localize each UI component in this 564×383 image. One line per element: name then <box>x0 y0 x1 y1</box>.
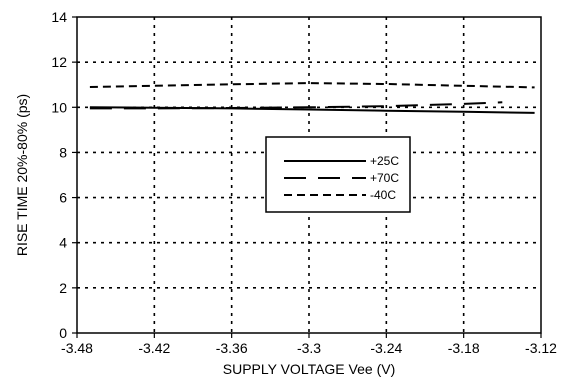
x-tick-label: -3.18 <box>448 340 480 356</box>
series-line-70c <box>89 101 503 110</box>
legend-box <box>265 136 411 213</box>
x-tick-label: -3.42 <box>138 340 170 356</box>
y-tick-label: 14 <box>51 9 67 25</box>
x-tick-label: -3.48 <box>61 340 93 356</box>
x-tick-label: -3.3 <box>297 340 321 356</box>
y-tick-label: 2 <box>59 280 67 296</box>
y-tick-label: 10 <box>51 99 67 115</box>
series-line-40c <box>89 82 535 89</box>
y-tick-label: 12 <box>51 54 67 70</box>
legend-label: +25C <box>370 154 399 168</box>
legend: +25C +70C -40C <box>265 136 411 213</box>
x-tick-label: -3.36 <box>216 340 248 356</box>
y-tick-label: 4 <box>59 235 67 251</box>
y-tick-label: 8 <box>59 144 67 160</box>
x-axis-title: SUPPLY VOLTAGE Vee (V) <box>223 361 395 377</box>
y-tick-label: 0 <box>59 325 67 341</box>
x-tick-label: -3.24 <box>370 340 402 356</box>
y-tick-label: 6 <box>59 190 67 206</box>
y-axis-title: RISE TIME 20%-80% (ps) <box>14 94 30 256</box>
series-lines <box>89 82 535 114</box>
legend-label: -40C <box>370 188 396 202</box>
x-tick-label: -3.12 <box>525 340 557 356</box>
legend-label: +70C <box>370 171 399 185</box>
series-line-25c <box>89 106 535 114</box>
axis-ticks: -3.48 -3.42 -3.36 -3.3 -3.24 -3.18 -3.12 0 2 4 6 8 1… <box>51 9 557 356</box>
